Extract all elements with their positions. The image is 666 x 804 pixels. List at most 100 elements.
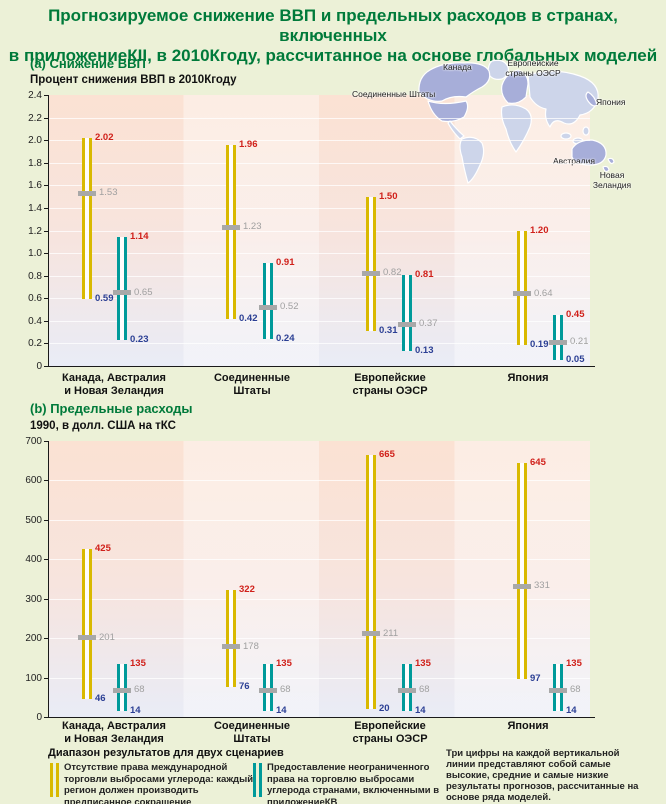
range-bar-no-trading: [82, 137, 92, 300]
range-bar-no-trading: [517, 230, 527, 345]
y-axis-line: [48, 441, 49, 717]
range-bar-no-trading: [517, 462, 527, 679]
mid-marker-trading: [113, 290, 131, 296]
y-axis-tick: [44, 638, 48, 640]
low-value-label: 0.59: [95, 293, 114, 305]
y-axis-tick: [44, 185, 48, 187]
gridline: [48, 230, 590, 232]
range-bar-trading: [402, 663, 412, 712]
y-axis-tick-label: 2.0: [28, 135, 42, 147]
y-axis-tick: [44, 598, 48, 600]
y-axis-tick: [44, 320, 48, 322]
y-axis-tick-label: 1.4: [28, 202, 42, 214]
range-bar-trading: [553, 315, 563, 361]
high-value-label: 0.81: [415, 268, 434, 280]
low-value-label: 0.24: [276, 332, 295, 344]
mid-marker-trading: [398, 687, 416, 693]
y-axis-tick: [44, 441, 48, 442]
y-axis-tick: [44, 677, 48, 679]
category-label: Соединенные Штаты: [213, 372, 291, 397]
gridline: [48, 343, 590, 345]
mid-value-label: 68: [280, 684, 291, 696]
mid-marker-trading: [549, 687, 567, 693]
panel-b-subtitle: 1990, в долл. США на тКС: [30, 420, 176, 432]
map-south-america: [459, 136, 485, 184]
map-canada: [418, 62, 491, 102]
map-indonesia: [560, 132, 572, 140]
mid-marker-no-trading: [222, 644, 240, 650]
y-axis-tick-label: 1.8: [28, 157, 42, 169]
low-value-label: 76: [239, 681, 250, 693]
y-axis-tick: [44, 253, 48, 255]
gridline: [48, 185, 590, 187]
figure-note: Три цифры на каждой вертикальной линии п…: [446, 748, 639, 803]
low-value-label: 20: [379, 703, 390, 715]
category-label: Европейские страны ОЭСР: [352, 372, 428, 397]
y-axis-tick-label: 2.2: [28, 112, 42, 124]
high-value-label: 322: [239, 584, 255, 596]
range-bar-trading: [263, 663, 273, 712]
low-value-label: 14: [566, 705, 577, 717]
y-axis-tick-label: 1.6: [28, 180, 42, 192]
low-value-label: 14: [415, 705, 426, 717]
low-value-label: 46: [95, 692, 106, 704]
world-map: [418, 59, 615, 184]
y-axis-tick: [44, 298, 48, 300]
mid-value-label: 211: [383, 627, 399, 639]
y-axis-tick-label: 200: [25, 633, 42, 645]
map-asia: [527, 70, 599, 128]
legend-swatch-trading: [253, 763, 262, 797]
high-value-label: 135: [276, 657, 292, 669]
low-value-label: 0.23: [130, 334, 149, 346]
gridline: [48, 207, 590, 209]
map-japan: [585, 91, 598, 107]
low-value-label: 97: [530, 672, 541, 684]
low-value-label: 0.05: [566, 354, 585, 366]
mid-value-label: 0.52: [280, 301, 299, 313]
high-value-label: 1.14: [130, 231, 149, 243]
high-value-label: 2.02: [95, 131, 114, 143]
range-bar-no-trading: [226, 590, 236, 688]
mid-value-label: 331: [534, 580, 550, 592]
y-axis-tick-label: 2.4: [28, 90, 42, 101]
map-united-states: [427, 100, 469, 123]
legend-label-trading: Предоставление неограниченного права на …: [267, 762, 440, 804]
range-bar-trading: [553, 663, 563, 712]
mid-value-label: 68: [419, 684, 430, 696]
low-value-label: 0.31: [379, 324, 398, 336]
legend-swatch-no-trading: [50, 763, 59, 797]
legend-label-no-trading: Отсутствие права международной торговли …: [64, 762, 254, 804]
high-value-label: 1.50: [379, 190, 398, 202]
y-axis-tick-label: 1.0: [28, 248, 42, 260]
range-bar-no-trading: [366, 196, 376, 331]
range-bar-no-trading: [366, 454, 376, 710]
mid-marker-trading: [398, 321, 416, 327]
gridline: [48, 298, 590, 300]
mid-marker-no-trading: [362, 631, 380, 637]
mid-value-label: 0.82: [383, 267, 402, 279]
y-axis-tick-label: 700: [25, 436, 42, 447]
gridline: [48, 480, 590, 482]
y-axis-tick: [44, 117, 48, 119]
map-label-australia: Австралия: [553, 156, 595, 166]
range-bar-trading: [263, 263, 273, 339]
category-label: Канада, Австралия и Новая Зеландия: [62, 372, 166, 397]
map-label-canada: Канада: [443, 62, 472, 72]
high-value-label: 425: [95, 543, 111, 555]
category-label: Япония: [507, 372, 549, 384]
y-axis-line: [48, 95, 49, 366]
mid-value-label: 68: [570, 684, 581, 696]
mid-value-label: 0.65: [134, 286, 153, 298]
mid-marker-no-trading: [222, 224, 240, 230]
gridline: [48, 519, 590, 521]
y-axis-tick: [44, 343, 48, 345]
x-axis-line: [48, 366, 595, 367]
mid-marker-no-trading: [78, 635, 96, 641]
mid-marker-trading: [259, 304, 277, 310]
y-axis-tick: [44, 140, 48, 142]
y-axis-tick-label: 300: [25, 593, 42, 605]
y-axis-tick-label: 1.2: [28, 225, 42, 237]
map-label-oecd-europe: Европейские страны ОЭСР: [505, 58, 561, 78]
y-axis-tick: [44, 519, 48, 521]
y-axis-tick: [44, 275, 48, 277]
